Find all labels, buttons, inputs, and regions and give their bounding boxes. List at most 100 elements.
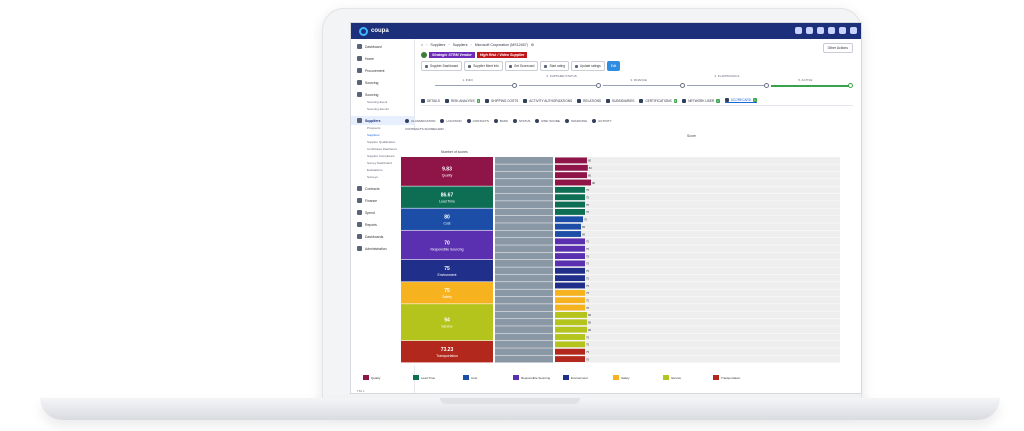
sub-criteria-cell	[495, 215, 553, 223]
legend-label: Environment	[571, 375, 588, 380]
sidebar-subitem[interactable]: Survey Dashboard	[367, 161, 392, 165]
tab-risk-analysis[interactable]: RISK ANALYSIS 2	[445, 98, 481, 103]
sidebar-item-contracts[interactable]: Contracts	[351, 184, 414, 193]
settings-icon[interactable]	[839, 27, 846, 34]
tab-subsidiaries[interactable]: SUBSIDIARIES	[606, 98, 634, 103]
subtab-activity[interactable]: ACTIVITY	[592, 119, 612, 123]
legend-item-transportation[interactable]: Transportation	[713, 375, 740, 380]
tab-network-user[interactable]: NETWORK USER 2	[682, 98, 720, 103]
breadcrumb-item[interactable]: Microsoft Corporation (MS12467)	[474, 43, 528, 47]
toolbar-button-update-ratings[interactable]: Update ratings	[571, 61, 605, 71]
toolbar-button-edit[interactable]: Edit	[606, 61, 621, 71]
step-node[interactable]	[764, 83, 769, 88]
sidebar-item-dashboards[interactable]: Dashboards	[351, 232, 414, 241]
score-bar	[555, 304, 585, 311]
subtab-icon	[440, 119, 445, 123]
category-name-label: Environment	[437, 273, 456, 277]
user-icon[interactable]	[850, 27, 857, 34]
vendor-tag: Strategic STRM Vendor	[429, 52, 475, 58]
sidebar-item-dashboard[interactable]: Dashboard	[351, 42, 414, 51]
sidebar-subitem[interactable]: Supplier Qualification	[367, 140, 396, 144]
score-value-label: 75	[586, 269, 590, 273]
toolbar-button-get-scorecard[interactable]: Get Scorecard	[504, 61, 539, 71]
legend-swatch	[463, 375, 469, 380]
sub-criteria-cell	[495, 296, 553, 304]
toolbar-button-supplier-dashboard[interactable]: Supplier Dashboard	[421, 61, 463, 71]
sidebar-subitem[interactable]: Evaluations	[367, 168, 383, 172]
score-value-label: 75	[586, 188, 590, 192]
score-track	[555, 245, 840, 253]
subtab-location[interactable]: LOCATION	[440, 119, 462, 123]
legend-item-quality[interactable]: Quality	[363, 375, 380, 380]
sidebar-subitem[interactable]: Surveys	[367, 175, 378, 179]
sidebar-subitem[interactable]: Supplier Compliance	[367, 154, 395, 158]
sidebar-item-home[interactable]: Home	[351, 54, 414, 63]
score-bar	[555, 356, 585, 362]
other-actions-button[interactable]: Other Actions	[822, 43, 853, 53]
bell-icon[interactable]	[795, 27, 802, 34]
tab-certifications[interactable]: CERTIFICATIONS 6	[639, 98, 678, 103]
score-track	[555, 267, 840, 275]
mail-icon[interactable]	[806, 27, 813, 34]
sidebar-item-label: Suppliers	[365, 118, 381, 123]
score-value-label: 75	[586, 276, 590, 280]
sidebar-subitem[interactable]: Certificates Dashboard	[367, 147, 398, 151]
subtab-contacts[interactable]: CONTACTS	[466, 119, 489, 123]
sidebar-subitem[interactable]: Sourcing Events	[367, 107, 389, 111]
legend-item-environment[interactable]: Environment	[563, 375, 588, 380]
subtab-status[interactable]: STATUS	[513, 119, 530, 123]
subtab-sourcing[interactable]: SOURCING	[564, 119, 587, 123]
legend-item-responsible-sourcing[interactable]: Responsible Sourcing	[513, 375, 550, 380]
breadcrumb-item[interactable]: Suppliers	[430, 43, 446, 47]
tab-details[interactable]: DETAILS	[421, 98, 440, 103]
toolbar-button-supplier-meet-info[interactable]: Supplier Meet info	[464, 61, 503, 71]
help-icon[interactable]	[828, 27, 835, 34]
button-icon	[468, 64, 472, 68]
tab-shipping-costs[interactable]: SHIPPING COSTS	[485, 98, 518, 103]
sidebar-item-spend[interactable]: Spend	[351, 208, 414, 217]
chart-icon[interactable]	[817, 27, 824, 34]
settings-icon[interactable]: ⚙	[530, 43, 535, 47]
logo-text: coupa	[371, 28, 389, 34]
legend-item-lead-time[interactable]: Lead Time	[413, 375, 435, 380]
sidebar-item-suppliers[interactable]: Suppliers	[351, 116, 414, 125]
step-label: 1. INFO	[462, 78, 473, 82]
admin-icon	[357, 246, 362, 251]
legend-item-service[interactable]: Service	[663, 375, 681, 380]
toolbar-button-start-rating[interactable]: Start rating	[540, 61, 570, 71]
score-track	[555, 171, 840, 179]
step-node[interactable]	[596, 83, 601, 88]
sidebar-item-finance[interactable]: Finance	[351, 196, 414, 205]
subtab-bank[interactable]: BANK	[493, 119, 508, 123]
legend-item-cost[interactable]: Cost	[463, 375, 477, 380]
sidebar-item-sourcing[interactable]: Sourcing	[351, 90, 414, 99]
tab-relations[interactable]: RELATIONS	[577, 98, 601, 103]
step-node[interactable]	[512, 83, 517, 88]
tab-activity-authorizations[interactable]: ACTIVITY AUTHORIZATIONS	[523, 98, 572, 103]
subtab-risk-score[interactable]: RISK SCORE	[535, 119, 560, 123]
legend-swatch	[513, 375, 519, 380]
chart-header-right: Score	[687, 134, 696, 138]
subtab-label: ACTIVITY	[598, 119, 612, 123]
category-block-transportation	[401, 340, 493, 363]
step-node[interactable]	[848, 83, 853, 88]
breadcrumb-item[interactable]: Suppliers	[452, 43, 468, 47]
tab-scorecard[interactable]: SCORECARD 1	[724, 98, 757, 103]
app-logo[interactable]: coupa	[359, 26, 389, 36]
subtab-classification[interactable]: CLASSIFICATION	[405, 119, 435, 123]
score-value-label: 75	[586, 350, 590, 354]
legend-item-safety[interactable]: Safety	[613, 375, 630, 380]
sidebar-subitem[interactable]: Prospects	[367, 126, 381, 130]
sidebar-item-label: Home	[365, 56, 375, 61]
subtab-icon	[405, 119, 409, 123]
sidebar-item-procurement[interactable]: Procurement	[351, 66, 414, 75]
step-node[interactable]	[680, 83, 685, 88]
sidebar-subitem[interactable]: Sourcing Event	[367, 100, 388, 104]
sidebar-item-reports[interactable]: Reports	[351, 220, 414, 229]
sidebar-item-sourcing[interactable]: Sourcing	[351, 78, 414, 87]
home-icon[interactable]: ⌂	[421, 43, 424, 47]
sidebar-subitem[interactable]: Suppliers	[367, 133, 380, 137]
sidebar-item-administration[interactable]: Administration	[351, 244, 414, 253]
toolbar: Supplier Dashboard Supplier Meet info Get …	[421, 61, 621, 71]
score-bar	[555, 348, 585, 355]
